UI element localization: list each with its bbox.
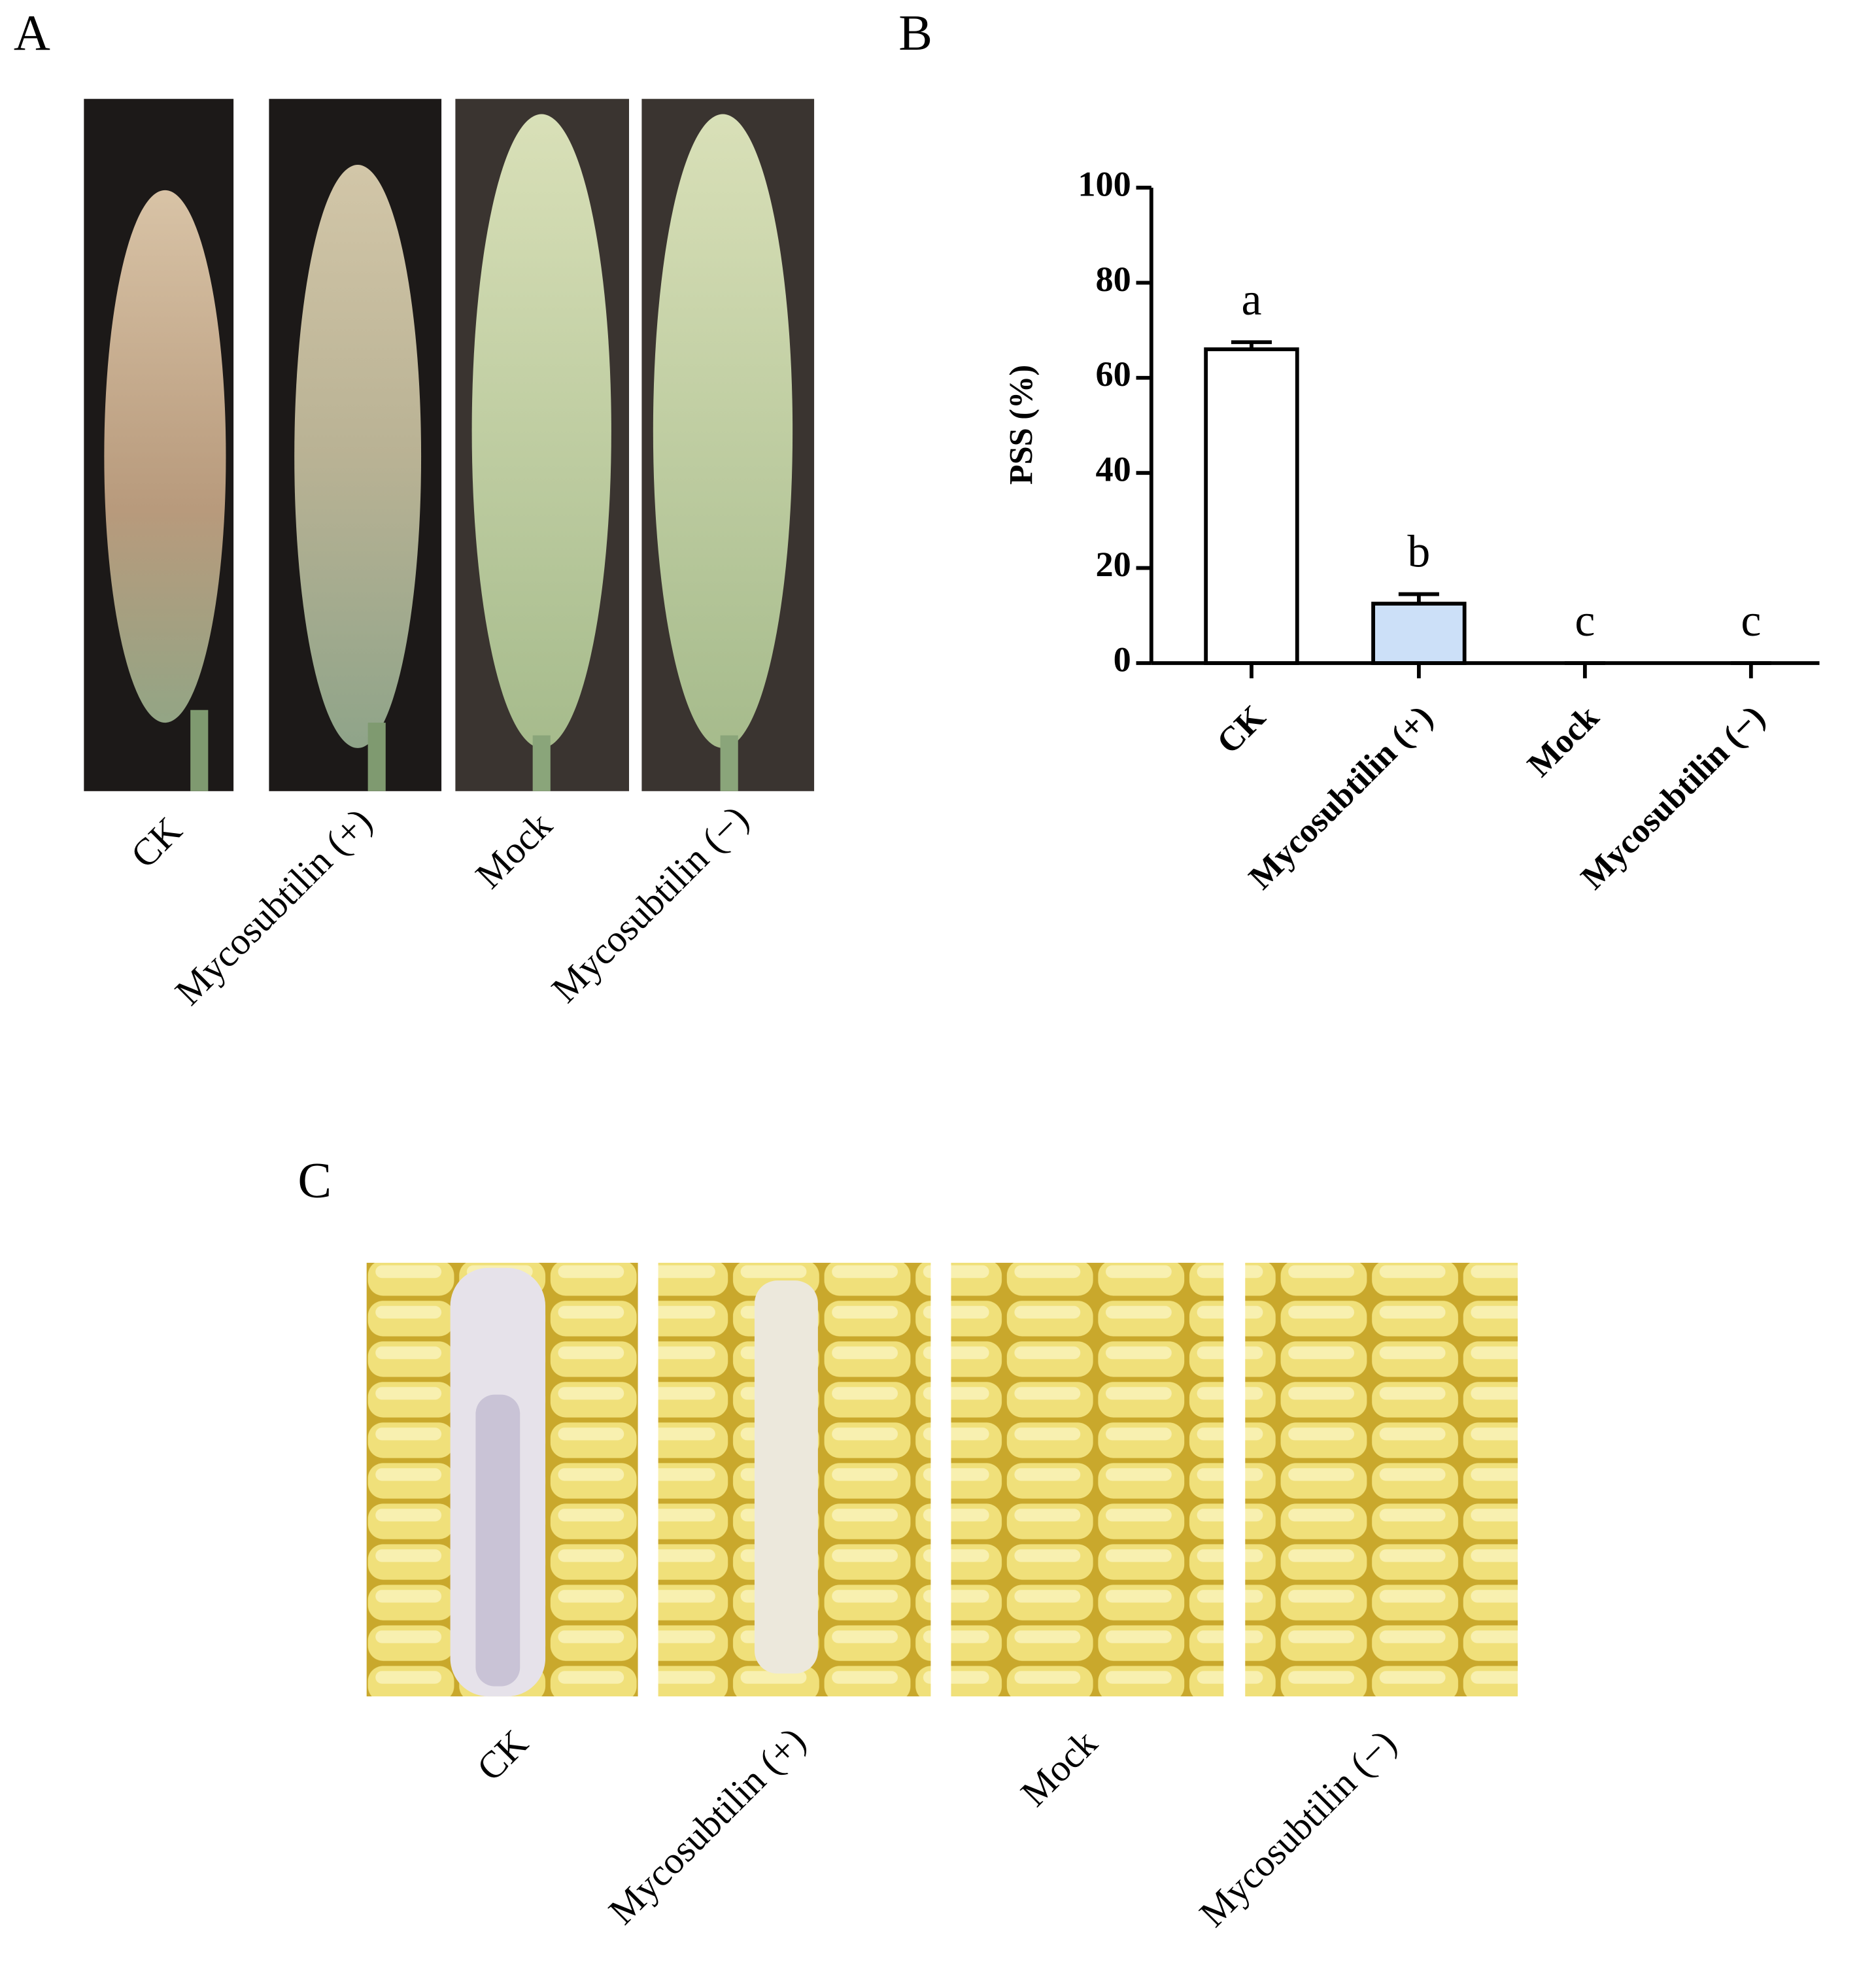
photo-label: Mock (468, 803, 561, 897)
x-tick-label: Mock (1520, 698, 1607, 784)
corn-photos (366, 1263, 1518, 1697)
significance-letter: b (1407, 526, 1430, 577)
x-tick-label: Mycosubtilin (−) (1574, 698, 1773, 897)
photo-label: Mycosubtilin (+) (167, 800, 380, 1013)
y-tick-label: 100 (1078, 164, 1131, 203)
significance-letter: c (1741, 596, 1761, 646)
wheat-photos (84, 99, 815, 791)
panel-label: C (298, 1152, 332, 1208)
significance-letter: a (1241, 275, 1261, 325)
significance-letter: c (1575, 596, 1595, 646)
x-tick-label: Mycosubtilin (+) (1242, 698, 1441, 897)
photo-label: Mock (1012, 1721, 1106, 1815)
bar (1371, 602, 1467, 665)
y-tick-label: 40 (1095, 450, 1131, 489)
photo-label: Mycosubtilin (−) (1191, 1722, 1405, 1935)
x-tick-label: CK (1210, 698, 1273, 761)
photo-label: CK (122, 809, 190, 876)
panel-label: A (14, 5, 50, 61)
photo-label: Mycosubtilin (−) (543, 797, 757, 1010)
y-tick-label: 80 (1095, 260, 1131, 299)
photo-label: Mycosubtilin (+) (600, 1719, 813, 1932)
y-tick-label: 60 (1095, 354, 1131, 394)
panel-label: B (898, 5, 932, 61)
y-axis-title: PSS (%) (1002, 365, 1039, 485)
y-tick-label: 20 (1095, 545, 1131, 584)
bar (1204, 347, 1299, 665)
photo-label: CK (469, 1722, 536, 1789)
y-tick-label: 0 (1114, 640, 1131, 679)
